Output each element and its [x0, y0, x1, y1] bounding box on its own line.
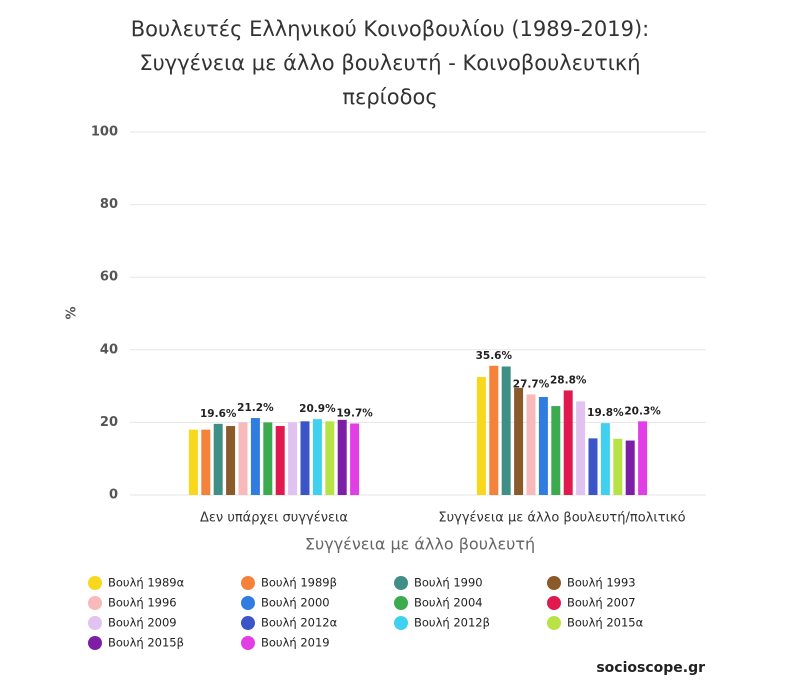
value-label: 27.7%	[513, 378, 550, 390]
chart-title: Συγγένεια με άλλο βουλευτή - Κοινοβουλευ…	[139, 51, 640, 75]
bar	[625, 440, 635, 495]
bar	[250, 418, 260, 495]
bar	[600, 423, 610, 495]
bar	[476, 377, 486, 495]
value-label: 21.2%	[237, 402, 274, 414]
bar	[188, 429, 198, 495]
bar	[226, 426, 236, 495]
chart-title: Βουλευτές Ελληνικού Κοινοβουλίου (1989-2…	[131, 17, 650, 41]
legend-label: Βουλή 1990	[414, 576, 483, 590]
legend-label: Βουλή 2000	[261, 596, 330, 610]
legend-marker	[88, 636, 102, 650]
y-tick-label: 100	[91, 125, 118, 140]
bar	[300, 421, 310, 495]
value-label: 19.7%	[336, 407, 373, 419]
legend-marker	[394, 616, 408, 630]
bar	[312, 419, 322, 495]
value-label: 28.8%	[550, 374, 587, 386]
legend-label: Βουλή 2012α	[261, 616, 338, 630]
legend-marker	[241, 636, 255, 650]
legend-label: Βουλή 1993	[567, 576, 636, 590]
chart-title: περίοδος	[342, 85, 437, 109]
bar	[526, 394, 536, 495]
legend-marker	[394, 576, 408, 590]
y-tick-label: 20	[100, 415, 118, 430]
bar	[576, 401, 586, 495]
x-tick-label: Δεν υπάρχει συγγένεια	[200, 511, 348, 526]
bar	[551, 406, 561, 495]
legend-label: Βουλή 1989β	[261, 576, 337, 590]
legend-label: Βουλή 2015α	[567, 616, 644, 630]
bar	[275, 426, 285, 495]
bar	[263, 422, 273, 495]
value-label: 35.6%	[476, 350, 513, 362]
legend-marker	[88, 596, 102, 610]
bar	[288, 422, 298, 495]
legend-marker	[241, 616, 255, 630]
bar	[213, 423, 223, 495]
y-tick-label: 80	[100, 197, 118, 212]
x-tick-label: Συγγένεια με άλλο βουλευτή/πολιτικό	[438, 511, 685, 526]
legend-label: Βουλή 1989α	[108, 576, 185, 590]
bar	[613, 438, 623, 495]
legend-label: Βουλή 2009	[108, 616, 177, 630]
legend-marker	[394, 596, 408, 610]
legend-label: Βουλή 2019	[261, 636, 330, 650]
legend-label: Βουλή 2007	[567, 596, 636, 610]
bar	[514, 387, 524, 495]
bar	[501, 366, 511, 495]
legend-marker	[241, 596, 255, 610]
bar	[563, 390, 573, 495]
bar	[238, 422, 248, 495]
bar	[638, 421, 648, 495]
legend-marker	[547, 596, 561, 610]
bar	[538, 396, 548, 495]
x-axis-label: Συγγένεια με άλλο βουλευτή	[305, 535, 535, 554]
source: socioscope.gr	[596, 660, 705, 676]
bar	[201, 429, 211, 495]
legend-marker	[547, 576, 561, 590]
value-label: 20.9%	[299, 403, 336, 415]
legend-label: Βουλή 2012β	[414, 616, 490, 630]
bar	[337, 419, 347, 495]
value-label: 20.3%	[624, 405, 661, 417]
legend-marker	[88, 616, 102, 630]
legend-label: Βουλή 1996	[108, 596, 177, 610]
value-label: 19.6%	[200, 408, 237, 420]
y-axis-label: %	[65, 306, 80, 319]
bar	[325, 421, 335, 495]
legend-marker	[547, 616, 561, 630]
legend-label: Βουλή 2004	[414, 596, 483, 610]
bar	[489, 365, 499, 495]
y-tick-label: 60	[100, 270, 118, 285]
value-label: 19.8%	[587, 407, 624, 419]
legend-label: Βουλή 2015β	[108, 636, 184, 650]
legend-marker	[88, 576, 102, 590]
y-tick-label: 40	[100, 342, 118, 357]
bar	[588, 438, 598, 495]
y-tick-label: 0	[109, 488, 118, 503]
legend-marker	[241, 576, 255, 590]
bar	[350, 423, 360, 495]
